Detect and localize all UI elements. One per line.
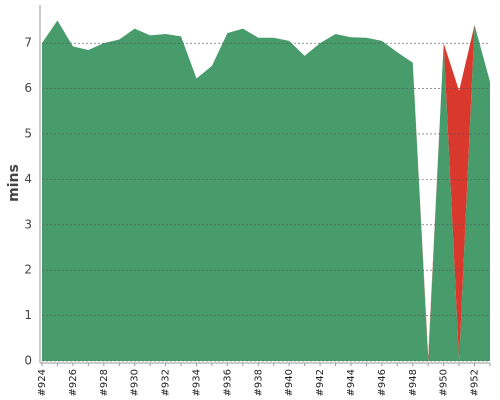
area bbox=[42, 20, 490, 361]
x-tick-label: #930 bbox=[130, 369, 141, 396]
x-tick-label: #940 bbox=[284, 369, 295, 396]
x-tick-label: #944 bbox=[346, 369, 357, 396]
x-tick-label: #926 bbox=[68, 369, 79, 396]
y-tick-label: 0 bbox=[24, 354, 32, 368]
y-tick-label: 4 bbox=[24, 172, 32, 186]
x-tick-label: #948 bbox=[408, 369, 419, 396]
x-tick-label: #946 bbox=[377, 369, 388, 396]
y-tick-label: 5 bbox=[24, 126, 32, 140]
y-tick-label: 7 bbox=[24, 36, 32, 50]
y-axis-label: mins bbox=[6, 164, 22, 202]
y-tick-label: 6 bbox=[24, 81, 32, 95]
x-tick-label: #936 bbox=[222, 369, 233, 396]
x-tick-label: #934 bbox=[191, 369, 202, 396]
x-tick-label: #924 bbox=[37, 369, 48, 396]
x-tick-label: #938 bbox=[253, 369, 264, 396]
x-tick-label: #932 bbox=[161, 369, 172, 396]
x-tick-label: #942 bbox=[315, 369, 326, 396]
y-tick-label: 3 bbox=[24, 217, 32, 231]
x-tick-label: #952 bbox=[470, 369, 481, 396]
y-tick-label: 1 bbox=[24, 308, 32, 322]
x-tick-label: #950 bbox=[439, 369, 450, 396]
area bbox=[42, 20, 490, 361]
x-tick-label: #928 bbox=[99, 369, 110, 396]
y-tick-label: 2 bbox=[24, 263, 32, 277]
